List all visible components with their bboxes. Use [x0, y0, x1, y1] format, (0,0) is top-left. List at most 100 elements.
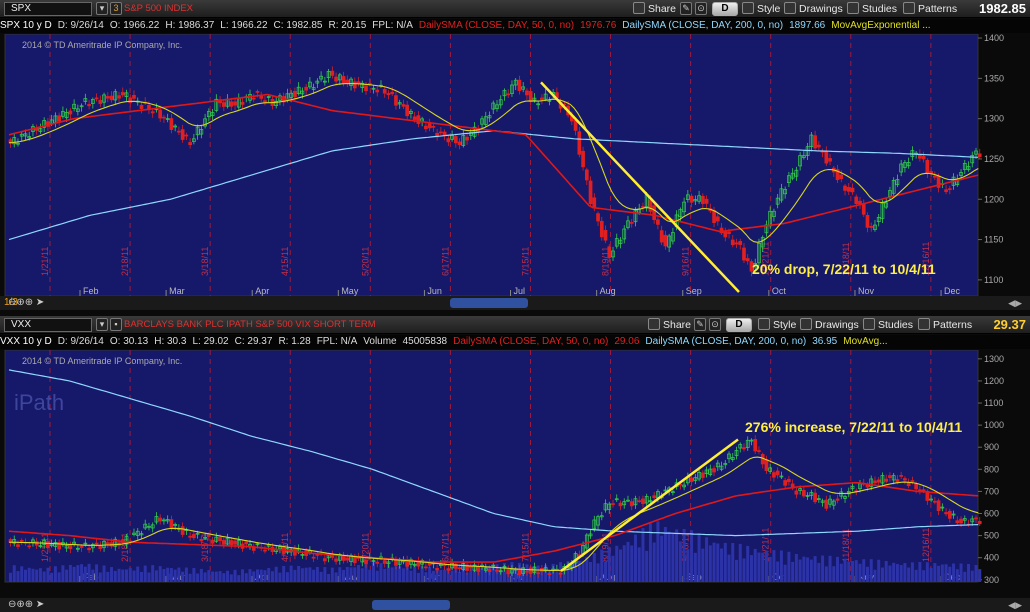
- candle-body: [465, 136, 469, 141]
- candle-body: [397, 102, 402, 105]
- volume-bar: [907, 567, 911, 582]
- tools-icon[interactable]: ✎: [694, 318, 706, 331]
- candle-body: [783, 480, 788, 486]
- candle-body: [671, 232, 675, 242]
- candle-body: [446, 568, 451, 571]
- candle-body: [940, 506, 945, 509]
- style-button[interactable]: Style: [758, 318, 796, 332]
- volume-bar: [42, 571, 46, 582]
- candle-body: [693, 199, 698, 202]
- volume-bar: [431, 570, 435, 582]
- vxx-scrollbar-thumb[interactable]: [372, 600, 450, 610]
- candle-body: [480, 118, 484, 125]
- candle-body: [880, 202, 885, 219]
- candle-body: [255, 91, 260, 93]
- period-selector[interactable]: D: [712, 2, 738, 16]
- volume-bar: [802, 556, 806, 582]
- y-tick-label: 300: [984, 575, 999, 585]
- spx-sma50-label[interactable]: DailySMA (CLOSE, DAY, 50, 0, no): [418, 20, 575, 31]
- candle-body: [46, 541, 50, 549]
- candle-body: [57, 542, 61, 550]
- share-button[interactable]: Share: [633, 2, 676, 16]
- volume-bar: [712, 542, 716, 582]
- candle-body: [102, 94, 106, 103]
- candle-body: [124, 536, 129, 545]
- volume-bar: [555, 571, 559, 582]
- period-selector[interactable]: D: [726, 318, 752, 332]
- volume-bar: [405, 565, 409, 582]
- candle-body: [798, 488, 802, 491]
- candle-body: [98, 99, 103, 104]
- zoom-icon[interactable]: ⊙: [709, 318, 721, 331]
- candle-body: [251, 97, 256, 100]
- candle-body: [641, 498, 645, 504]
- studies-button[interactable]: Studies: [847, 2, 897, 16]
- candle-body: [846, 187, 851, 192]
- spx-info-low: L: 1966.22: [220, 20, 268, 31]
- candle-body: [453, 563, 458, 569]
- link-icon[interactable]: 3: [110, 2, 122, 15]
- candle-body: [648, 199, 653, 212]
- volume-bar: [746, 545, 750, 582]
- expiration-label: 1/21/11: [40, 533, 50, 562]
- zoom-icon[interactable]: ⊙: [695, 2, 707, 15]
- spx-sma200-label[interactable]: DailySMA (CLOSE, DAY, 200, 0, no): [622, 20, 784, 31]
- vxx-ema-label[interactable]: MovAvg...: [843, 336, 888, 347]
- candle-body: [424, 125, 428, 130]
- candle-body: [742, 247, 746, 261]
- candle-body: [861, 204, 866, 215]
- volume-bar: [862, 559, 866, 582]
- vxx-scroll-arrows[interactable]: ◀▶: [1008, 600, 1022, 610]
- spx-scroll-arrows[interactable]: ◀▶: [1008, 298, 1022, 308]
- studies-button[interactable]: Studies: [863, 318, 913, 332]
- candle-body: [596, 516, 600, 526]
- drawings-button[interactable]: Drawings: [784, 2, 843, 16]
- volume-bar: [600, 549, 604, 582]
- candle-body: [738, 444, 743, 449]
- vxx-price-chart[interactable]: 300 400 500 600 700 800 900 1000 1100 1200 1300 Feb…: [0, 350, 1030, 598]
- spx-scrollbar-thumb[interactable]: [450, 298, 528, 308]
- tools-icon[interactable]: ✎: [680, 2, 692, 15]
- link-icon[interactable]: ▪: [110, 318, 122, 331]
- volume-bar: [207, 570, 211, 582]
- volume-bar: [297, 565, 301, 582]
- volume-bar: [158, 566, 162, 582]
- candle-body: [779, 475, 784, 478]
- zoom-controls[interactable]: ⊖⊕⊕ ➤: [8, 297, 45, 308]
- share-button[interactable]: Share: [648, 318, 691, 332]
- symbol-dropdown-icon[interactable]: ▾: [96, 318, 108, 331]
- candle-body: [843, 185, 847, 191]
- vxx-symbol-input[interactable]: VXX: [4, 318, 92, 332]
- candle-body: [603, 503, 608, 511]
- volume-bar: [338, 567, 342, 582]
- expiration-label: 10/21/11: [761, 528, 771, 562]
- volume-bar: [357, 564, 361, 582]
- volume-bar: [267, 568, 271, 582]
- spx-price-chart[interactable]: 1100 1150 1200 1250 1300 1350 1400 Feb Mar Apr May…: [0, 34, 1030, 296]
- volume-bar: [570, 564, 574, 582]
- candle-body: [962, 163, 967, 170]
- candle-body: [90, 544, 95, 549]
- vxx-sma50-label[interactable]: DailySMA (CLOSE, DAY, 50, 0, no): [453, 336, 609, 347]
- vxx-sma200-label[interactable]: DailySMA (CLOSE, DAY, 200, 0, no): [645, 336, 807, 347]
- symbol-dropdown-icon[interactable]: ▾: [96, 2, 108, 15]
- candle-body: [412, 116, 417, 120]
- spx-symbol-input[interactable]: SPX: [4, 2, 92, 16]
- style-button[interactable]: Style: [742, 2, 780, 16]
- candle-body: [944, 189, 948, 192]
- volume-bar: [761, 552, 765, 582]
- patterns-button[interactable]: Patterns: [903, 2, 957, 16]
- zoom-controls[interactable]: ⊖⊕⊕ ➤: [8, 599, 45, 610]
- candle-body: [453, 136, 458, 144]
- candle-body: [173, 125, 178, 128]
- candle-body: [618, 502, 623, 507]
- candle-body: [210, 539, 215, 544]
- patterns-button[interactable]: Patterns: [918, 318, 972, 332]
- vxx-volume-label[interactable]: Volume: [363, 336, 397, 347]
- increase-annotation: 276% increase, 7/22/11 to 10/4/11: [745, 419, 962, 435]
- spx-ema-label[interactable]: MovAvgExponential ...: [831, 20, 931, 31]
- candle-body: [390, 91, 395, 95]
- candle-body: [120, 92, 125, 96]
- y-tick-label: 1100: [984, 275, 1003, 285]
- drawings-button[interactable]: Drawings: [800, 318, 859, 332]
